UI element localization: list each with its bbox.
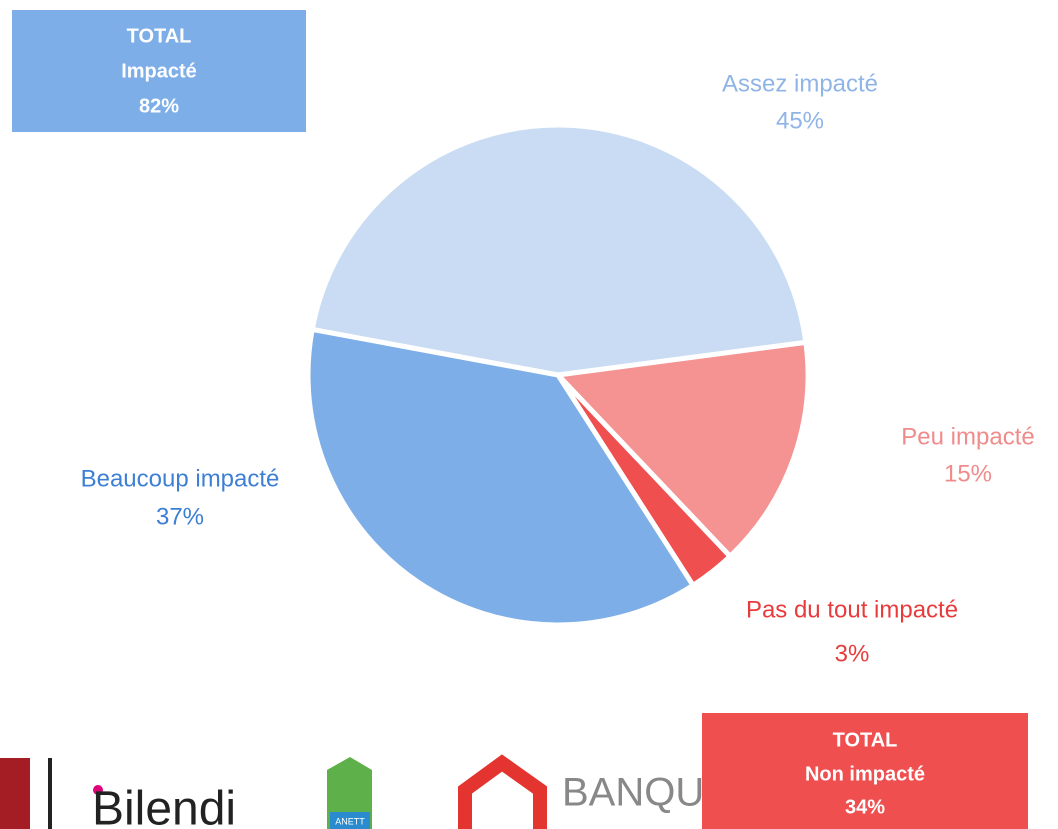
slice-value: 45% (776, 107, 824, 134)
total-box (702, 713, 1028, 829)
logo-mark (0, 758, 30, 829)
total-label: Non impacté (805, 763, 925, 785)
total-box (12, 10, 306, 132)
slice-value: 3% (835, 640, 870, 667)
pie-slice (305, 326, 696, 628)
slice-value: 15% (944, 460, 992, 487)
slice-label: Beaucoup impacté (81, 465, 280, 492)
logo-shield (327, 757, 372, 829)
logo-dot (93, 785, 103, 795)
logo-text: ANETT (335, 816, 365, 826)
pie-slice (555, 339, 811, 559)
logo-text: BANQU (562, 771, 704, 815)
logo-text: Bilendi (92, 783, 236, 829)
slice-label: Peu impacté (901, 423, 1034, 450)
total-value: 34% (845, 796, 885, 818)
slice-value: 37% (156, 503, 204, 530)
logo-divider (48, 758, 52, 829)
total-value: 82% (139, 95, 179, 117)
total-label: Impacté (121, 60, 197, 82)
pie-slice (309, 122, 809, 378)
logo-house (458, 754, 547, 829)
total-title: TOTAL (127, 25, 192, 47)
logos: Bilendi ANETT BANQU (0, 754, 704, 829)
total-title: TOTAL (833, 729, 898, 751)
slice-label: Pas du tout impacté (746, 596, 958, 623)
slice-label: Assez impacté (722, 70, 878, 97)
logo-band (330, 812, 370, 829)
